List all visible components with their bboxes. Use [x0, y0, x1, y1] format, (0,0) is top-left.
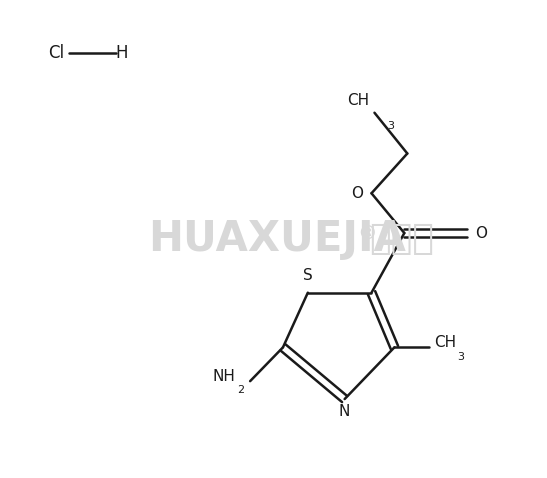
Text: Cl: Cl [48, 44, 65, 62]
Text: 化学加: 化学加 [370, 222, 434, 256]
Text: S: S [303, 268, 313, 283]
Text: H: H [116, 44, 129, 62]
Text: 3: 3 [457, 352, 464, 362]
Text: CH: CH [347, 93, 370, 108]
Text: 3: 3 [387, 120, 394, 130]
Text: ®: ® [358, 225, 377, 243]
Text: O: O [475, 226, 487, 240]
Text: 2: 2 [237, 385, 245, 395]
Text: NH: NH [212, 369, 235, 384]
Text: O: O [352, 186, 364, 201]
Text: N: N [339, 404, 350, 419]
Text: HUAXUEJIA: HUAXUEJIA [148, 218, 405, 260]
Text: CH: CH [434, 335, 456, 350]
